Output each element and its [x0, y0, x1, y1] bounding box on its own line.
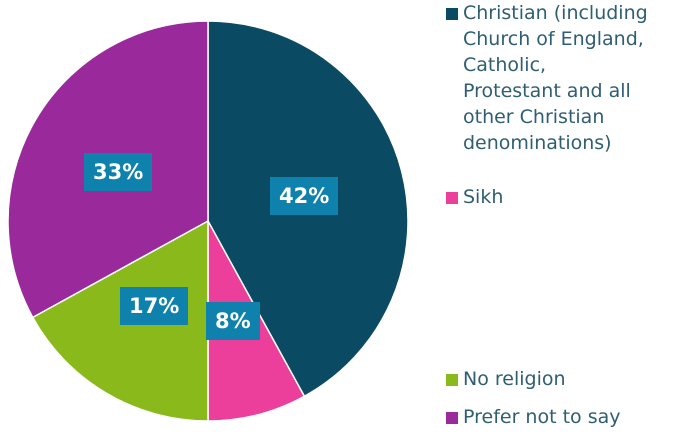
- data-label-sikh: 8%: [206, 302, 260, 340]
- data-label-no-religion: 17%: [120, 287, 189, 325]
- legend-label-no-religion: No religion: [463, 368, 566, 390]
- legend-label-christian: Christian (including Church of England, …: [463, 2, 648, 154]
- legend-label-sikh: Sikh: [463, 186, 504, 208]
- legend-entry-sikh: Sikh: [446, 184, 673, 210]
- legend-swatch-prefer-not-to-say: [446, 412, 458, 424]
- legend-label-prefer-not-to-say: Prefer not to say: [463, 406, 621, 428]
- legend-entry-no-religion: No religion: [446, 366, 673, 392]
- legend-swatch-no-religion: [446, 374, 458, 386]
- legend: Christian (including Church of England, …: [446, 0, 676, 437]
- legend-swatch-christian: [446, 8, 458, 20]
- legend-entry-prefer-not-to-say: Prefer not to say: [446, 404, 673, 430]
- legend-entry-christian: Christian (including Church of England, …: [446, 0, 673, 156]
- legend-swatch-sikh: [446, 192, 458, 204]
- data-label-christian: 42%: [270, 177, 339, 215]
- data-label-prefer-not-to-say: 33%: [84, 153, 153, 191]
